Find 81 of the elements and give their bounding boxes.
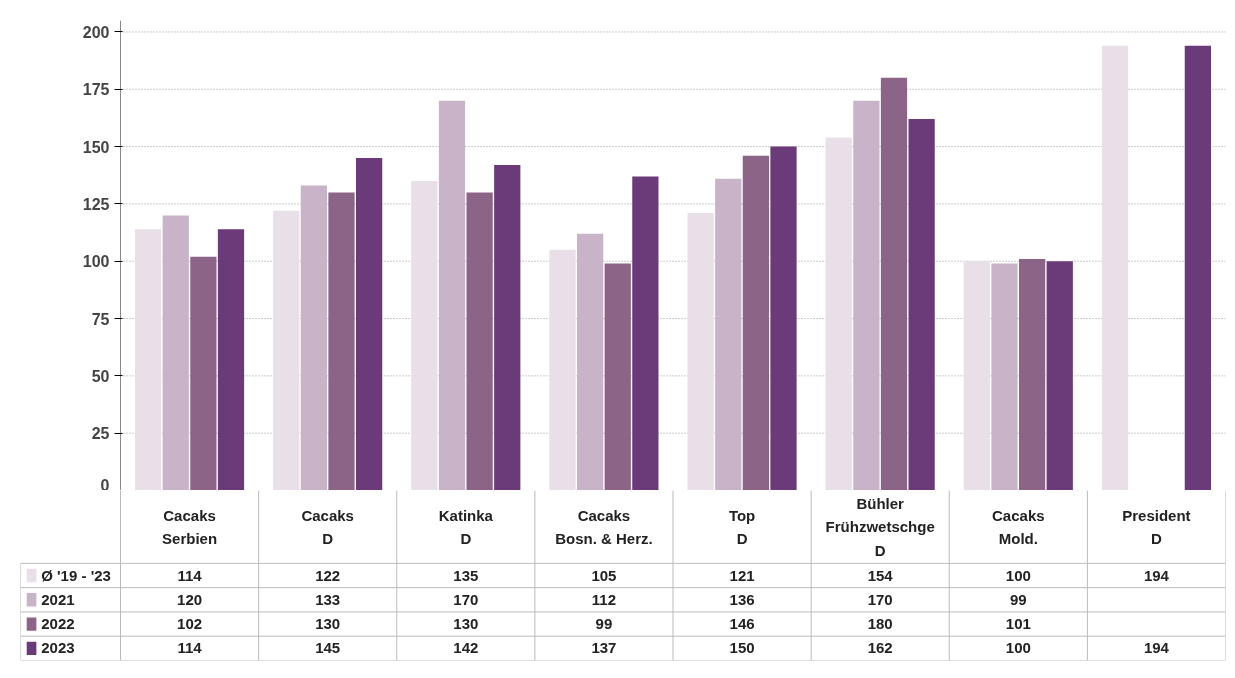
bar — [908, 119, 935, 490]
bar — [1101, 45, 1129, 490]
bar — [466, 192, 493, 490]
bar — [770, 146, 797, 490]
y-tick-label: 25 — [91, 425, 110, 443]
data-label: 135 — [453, 566, 479, 584]
bar — [1019, 258, 1046, 490]
data-label: 180 — [867, 615, 893, 633]
data-label: 105 — [591, 566, 617, 584]
data-label: 154 — [867, 566, 894, 584]
y-tick-label: 125 — [82, 195, 110, 213]
data-label: 99 — [595, 615, 613, 633]
legend-label: Ø '19 - '23 — [41, 567, 111, 584]
bar — [328, 192, 355, 490]
bar — [991, 263, 1018, 490]
y-tick-label: 75 — [91, 310, 110, 328]
data-label: 101 — [1005, 615, 1031, 633]
y-tick-label: 0 — [100, 476, 110, 494]
bar — [577, 233, 604, 490]
bar — [411, 180, 438, 490]
bar — [880, 77, 908, 490]
bar — [273, 210, 300, 490]
x-tick-label: Katinka D — [438, 506, 494, 547]
data-label: 99 — [1009, 590, 1027, 608]
x-tick-label: Bühler Frühzwetschge D — [825, 495, 935, 559]
x-tick-label: President D — [1122, 506, 1191, 547]
y-tick-label: 200 — [82, 23, 110, 41]
bar — [494, 164, 521, 490]
bar — [1184, 45, 1211, 490]
data-label: 130 — [453, 615, 479, 633]
bar — [742, 155, 769, 490]
y-tick-label: 150 — [82, 138, 110, 156]
x-tick-label: Cacaks D — [301, 506, 354, 547]
bar — [632, 176, 659, 490]
data-label: 194 — [1143, 639, 1170, 657]
data-label: 133 — [315, 590, 341, 608]
data-label: 100 — [1005, 639, 1031, 657]
legend-label: 2022 — [41, 615, 75, 633]
bar — [162, 215, 189, 490]
data-label: 114 — [177, 566, 203, 584]
data-label: 130 — [315, 615, 341, 633]
y-tick-label: 50 — [91, 367, 110, 385]
data-label: 194 — [1143, 566, 1170, 584]
data-label: 136 — [729, 590, 755, 608]
bar — [715, 178, 742, 490]
bar — [825, 137, 852, 490]
data-label: 112 — [591, 590, 617, 608]
legend-label: 2023 — [41, 639, 75, 657]
data-label: 114 — [177, 639, 203, 657]
data-label: 120 — [177, 590, 203, 608]
y-tick-label: 100 — [82, 253, 110, 271]
data-label: 170 — [453, 590, 479, 608]
data-label: 137 — [591, 639, 617, 657]
bar — [963, 261, 990, 490]
bar — [217, 229, 245, 490]
x-tick-label: Top D — [728, 506, 756, 547]
bar — [135, 229, 162, 490]
data-label: 162 — [867, 639, 893, 657]
bar — [549, 249, 576, 490]
data-label: 146 — [729, 615, 755, 633]
bar — [356, 158, 383, 490]
bar — [604, 263, 631, 490]
data-label: 100 — [1005, 566, 1031, 584]
x-tick-label: Cacaks Serbien — [162, 506, 218, 547]
legend-label: 2021 — [41, 590, 75, 608]
bar — [190, 256, 217, 490]
y-tick-label: 175 — [82, 81, 110, 99]
x-tick-label: Cacaks Mold. — [992, 506, 1045, 547]
data-label: 150 — [729, 639, 755, 657]
data-label: 142 — [453, 639, 479, 657]
bar — [300, 185, 327, 490]
data-label: 122 — [315, 566, 341, 584]
bar — [853, 100, 880, 490]
data-label: 121 — [729, 566, 755, 584]
data-label: 170 — [867, 590, 893, 608]
bar — [687, 213, 714, 490]
x-tick-label: Cacaks Bosn. & Herz. — [555, 506, 653, 547]
bar — [438, 100, 466, 490]
data-label: 145 — [315, 639, 341, 657]
data-label: 102 — [177, 615, 203, 633]
bar — [1046, 261, 1073, 490]
